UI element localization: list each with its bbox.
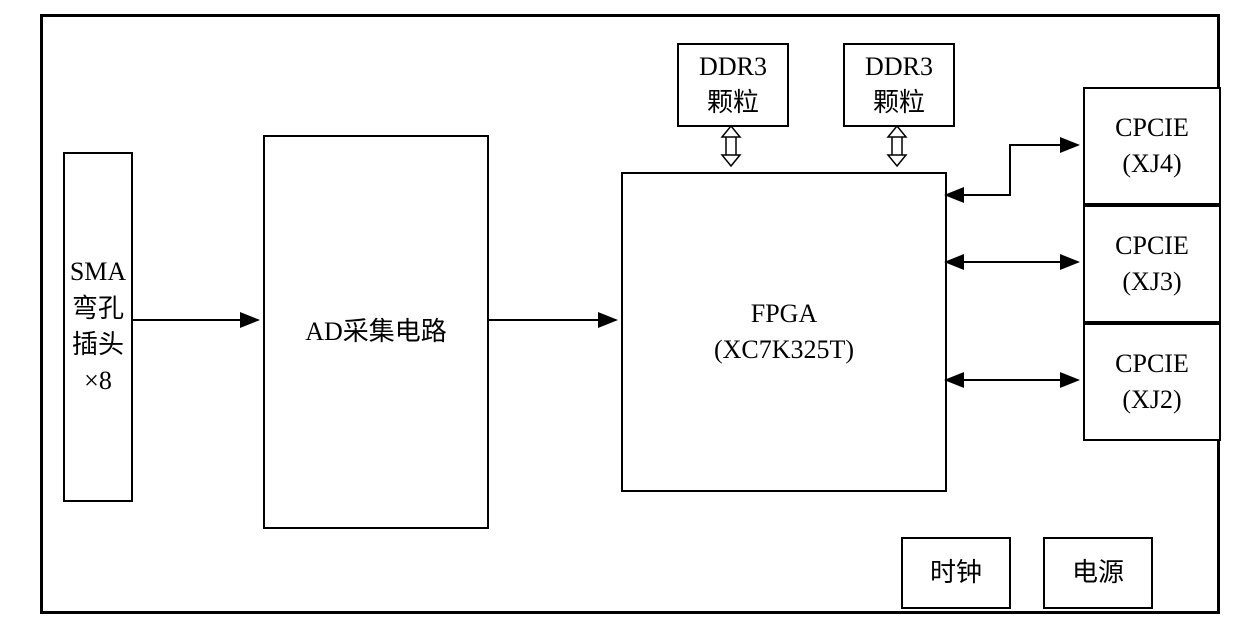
fpga-label-1: FPGA: [751, 296, 817, 332]
xj2-label-1: CPCIE: [1115, 346, 1189, 382]
sma-label-2: 弯孔: [72, 291, 124, 327]
main-container: SMA 弯孔 插头 ×8 AD采集电路 FPGA (XC7K325T) DDR3…: [40, 14, 1220, 614]
ddr1-label-2: 颗粒: [707, 85, 759, 121]
cpcie-xj3-block: CPCIE (XJ3): [1083, 205, 1221, 323]
ddr3-block-2: DDR3 颗粒: [843, 43, 955, 127]
xj2-label-2: (XJ2): [1122, 382, 1181, 418]
xj3-label-2: (XJ3): [1122, 264, 1181, 300]
xj4-label-1: CPCIE: [1115, 110, 1189, 146]
sma-label-4: ×8: [84, 363, 112, 399]
sma-connector-block: SMA 弯孔 插头 ×8: [63, 152, 133, 502]
clock-label: 时钟: [930, 555, 982, 591]
ddr2-label-2: 颗粒: [873, 85, 925, 121]
xj4-label-2: (XJ4): [1122, 146, 1181, 182]
cpcie-xj2-block: CPCIE (XJ2): [1083, 323, 1221, 441]
fpga-block: FPGA (XC7K325T): [621, 172, 947, 492]
xj3-label-1: CPCIE: [1115, 228, 1189, 264]
sma-label-3: 插头: [72, 327, 124, 363]
cpcie-xj4-block: CPCIE (XJ4): [1083, 87, 1221, 205]
power-label: 电源: [1072, 555, 1124, 591]
sma-label-1: SMA: [70, 254, 126, 290]
ddr2-label-1: DDR3: [865, 49, 933, 85]
ddr1-label-1: DDR3: [699, 49, 767, 85]
power-block: 电源: [1043, 537, 1153, 609]
adc-label: AD采集电路: [305, 314, 447, 350]
fpga-label-2: (XC7K325T): [714, 332, 854, 368]
adc-circuit-block: AD采集电路: [263, 135, 489, 529]
clock-block: 时钟: [901, 537, 1011, 609]
ddr3-block-1: DDR3 颗粒: [677, 43, 789, 127]
